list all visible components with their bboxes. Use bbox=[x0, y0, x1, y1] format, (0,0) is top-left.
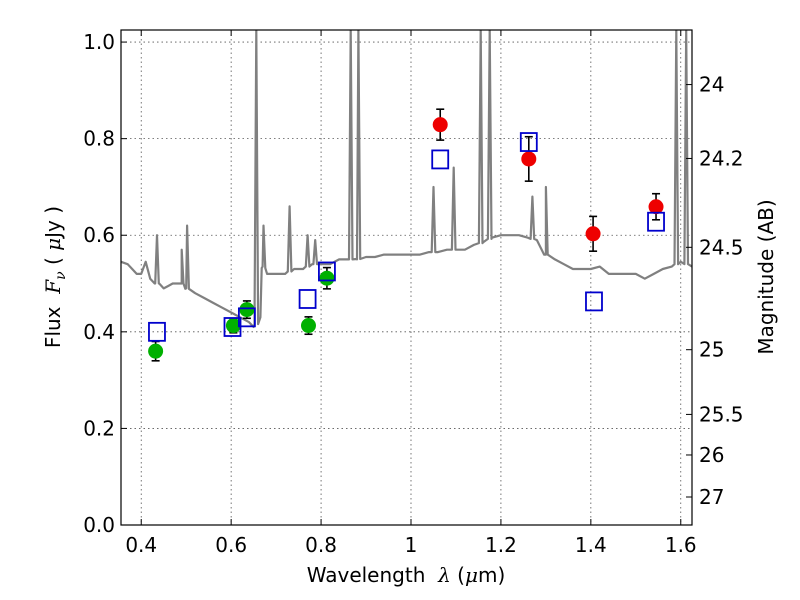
observed-red-point bbox=[648, 199, 664, 215]
observed-green-point bbox=[300, 318, 316, 334]
y2-tick-label: 24.5 bbox=[699, 235, 744, 259]
x-axis-label: Wavelength λ (μm) bbox=[307, 563, 506, 587]
y-tick-label: 0.0 bbox=[83, 513, 115, 537]
model-box-point bbox=[647, 211, 665, 232]
y2-tick-label: 27 bbox=[699, 485, 724, 509]
y-tick-label: 0.6 bbox=[83, 223, 115, 247]
x-tick-label: 1.6 bbox=[665, 533, 697, 557]
y2-tick-label: 25.5 bbox=[699, 402, 744, 426]
observed-red-point bbox=[585, 226, 601, 242]
observed-red-point bbox=[521, 151, 537, 167]
model-box-point bbox=[585, 291, 603, 312]
x-tick-label: 0.8 bbox=[305, 533, 337, 557]
y-tick-label: 0.4 bbox=[83, 320, 115, 344]
model-box-point bbox=[237, 307, 256, 328]
y2-tick-label: 24.2 bbox=[699, 146, 744, 170]
model-box-point bbox=[318, 261, 336, 282]
observed-green-point bbox=[148, 343, 164, 359]
observed-green-point bbox=[239, 302, 255, 318]
template-spectrum-line bbox=[121, 30, 692, 329]
x-tick-label: 1 bbox=[405, 533, 418, 557]
x-tick-label: 1.2 bbox=[485, 533, 517, 557]
plot-area bbox=[121, 30, 692, 362]
y-tick-label: 1.0 bbox=[83, 30, 115, 54]
observed-red-point bbox=[432, 117, 448, 133]
observed-green-point bbox=[225, 318, 241, 334]
y2-tick-label: 25 bbox=[699, 338, 724, 362]
model-box-point bbox=[431, 149, 450, 170]
y2-axis-label: Magnitude (AB) bbox=[754, 199, 778, 354]
x-tick-label: 0.6 bbox=[215, 533, 247, 557]
observed-green-point bbox=[319, 270, 335, 286]
y-axis-label: Flux Fν ( μJy ) bbox=[41, 206, 69, 348]
grid-lines bbox=[121, 30, 692, 526]
x-tick-label: 0.4 bbox=[125, 533, 157, 557]
y-tick-label: 0.8 bbox=[83, 127, 115, 151]
axis-ticks: 0.4 0.6 0.8 1 1.2 1.4 1.6 0.0 0.2 0.4 0.6 0.8 1.0 24 2… bbox=[83, 30, 744, 557]
model-box-point bbox=[148, 321, 166, 342]
model-box-point bbox=[519, 132, 538, 152]
y-tick-label: 0.2 bbox=[83, 416, 115, 440]
x-tick-label: 1.4 bbox=[575, 533, 607, 557]
y2-tick-label: 24 bbox=[699, 73, 724, 97]
plot-frame bbox=[120, 29, 693, 526]
y2-tick-label: 26 bbox=[699, 443, 724, 467]
model-box-point bbox=[298, 289, 317, 309]
